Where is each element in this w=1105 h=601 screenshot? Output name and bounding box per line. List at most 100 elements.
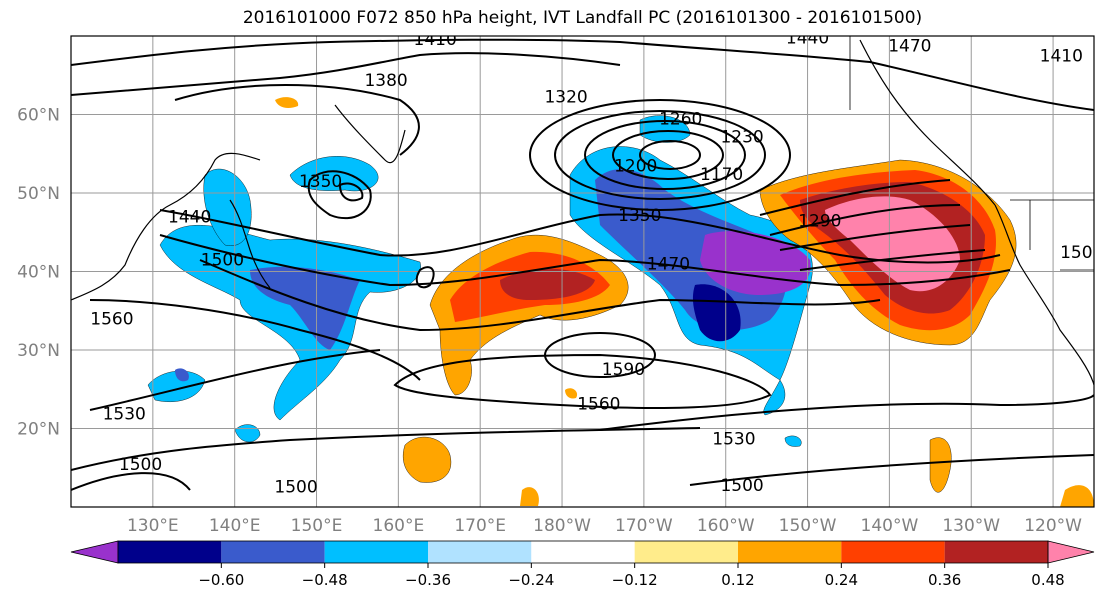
height-contour — [759, 179, 986, 271]
lon-tick-label: 130°W — [942, 516, 1000, 536]
contour-label: 1470 — [888, 36, 931, 56]
contour-label: 1350 — [299, 172, 342, 192]
height-contour — [199, 259, 881, 332]
contour-label: 1500 — [720, 476, 763, 496]
colorbar-tick-label: 0.36 — [928, 571, 961, 589]
contour-label: 1530 — [712, 430, 755, 450]
colorbar: −0.60 −0.48 −0.36 −0.24 −0.12 0.12 0.24 0.36 0.4… — [70, 540, 1095, 589]
contour-label: 1500 — [1060, 243, 1103, 263]
contour-label: 1380 — [364, 71, 407, 91]
colorbar-frame — [117, 540, 1049, 564]
lat-tick-label: 50°N — [17, 184, 60, 204]
contour-label: 1260 — [659, 109, 702, 129]
lon-tick-label: 160°E — [373, 516, 425, 536]
contour-label: 1590 — [602, 360, 645, 380]
colorbar-segment — [428, 541, 532, 563]
lon-tick-label: 170°E — [454, 516, 506, 536]
ivt-positive-region — [500, 268, 595, 300]
height-contour — [89, 299, 421, 381]
lon-tick-label: 120°W — [1024, 516, 1082, 536]
lon-tick-label: 150°E — [291, 516, 343, 536]
colorbar-tick-label: −0.36 — [405, 571, 451, 589]
height-contour — [338, 182, 364, 202]
colorbar-segment — [841, 541, 945, 563]
ivt-negative-region — [147, 370, 206, 402]
colorbar-segment — [221, 541, 325, 563]
contour-label: 1470 — [647, 255, 690, 275]
contour-label: 1560 — [90, 310, 133, 330]
colorbar-extend-high — [1047, 540, 1095, 564]
coastline-asia — [71, 152, 261, 301]
height-contour — [415, 266, 435, 289]
lon-tick-label: 150°W — [779, 516, 837, 536]
coastline-kamchatka — [334, 104, 406, 164]
coastline-japan — [229, 199, 271, 289]
contour-label: 1320 — [544, 87, 587, 107]
height-contours — [71, 38, 1094, 491]
contour-label: 1500 — [201, 251, 244, 271]
contour-label: 1200 — [614, 157, 657, 177]
contour-label: 1350 — [618, 206, 661, 226]
map-title: 2016101000 F072 850 hPa height, IVT Land… — [242, 8, 923, 28]
colorbar-segment — [944, 541, 1048, 563]
contour-label: 1230 — [720, 127, 763, 147]
colorbar-tick-label: −0.12 — [612, 571, 658, 589]
height-contour — [71, 427, 701, 471]
colorbar-tick-label: 0.12 — [721, 571, 754, 589]
height-contour — [393, 353, 772, 409]
contour-label: 1560 — [577, 394, 620, 414]
lon-tick-label: 140°W — [861, 516, 919, 536]
lat-axis: 20°N 30°N 40°N 50°N 60°N — [17, 106, 60, 440]
ivt-positive-region — [825, 196, 960, 292]
ivt-negative-region — [784, 435, 802, 447]
contour-label: 1440 — [786, 29, 829, 49]
ivt-positive-region — [402, 436, 452, 483]
coastlines — [71, 36, 1094, 386]
height-contour — [89, 349, 1094, 431]
ivt-positive-region — [929, 437, 952, 493]
height-contour — [159, 234, 1011, 287]
contour-label: 1500 — [274, 478, 317, 498]
border-lines — [849, 36, 1094, 271]
colorbar-tick-label: 0.24 — [825, 571, 858, 589]
lon-axis: 130°E 140°E 150°E 160°E 170°E 180°W 170°W 160°W… — [127, 516, 1082, 536]
lon-tick-label: 140°E — [209, 516, 261, 536]
ivt-positive-region — [1060, 485, 1094, 507]
lat-tick-label: 30°N — [17, 341, 60, 361]
ivt-positive-region — [520, 487, 539, 506]
colorbar-segment — [738, 541, 842, 563]
height-contour — [174, 84, 420, 156]
colorbar-segment — [118, 541, 222, 563]
height-contour — [639, 140, 701, 170]
height-contour — [529, 99, 791, 211]
lat-tick-label: 40°N — [17, 263, 60, 283]
contour-label: 1410 — [414, 30, 457, 50]
colorbar-segment — [634, 541, 738, 563]
coastline-alaska — [859, 39, 996, 206]
lon-tick-label: 180°W — [533, 516, 591, 536]
ivt-negative-region — [159, 224, 421, 421]
contour-labels: 1410 1440 1470 1410 1380 1320 1260 1230 1200 1170… — [90, 29, 1103, 498]
contour-label: 1530 — [103, 405, 146, 425]
lat-tick-label: 60°N — [17, 106, 60, 126]
lon-tick-label: 130°E — [127, 516, 179, 536]
colorbar-tick-label: 0.48 — [1031, 571, 1064, 589]
ivt-negative-region — [175, 368, 189, 382]
lon-tick-label: 160°W — [697, 516, 755, 536]
colorbar-tick-label: −0.48 — [302, 571, 348, 589]
height-contour — [584, 120, 746, 190]
height-contour — [71, 454, 1094, 491]
ivt-positive-region — [565, 388, 578, 399]
contour-label: 1170 — [700, 165, 743, 185]
ivt-negative-region — [250, 266, 360, 350]
map-plot-area: 1410 1440 1470 1410 1380 1320 1260 1230 1200 1170… — [71, 29, 1103, 507]
height-contour — [307, 170, 372, 220]
height-contour — [71, 52, 621, 96]
contour-label: 1500 — [119, 455, 162, 475]
ivt-negative-region — [289, 156, 379, 192]
ivt-negative-region — [692, 284, 741, 342]
height-contour — [554, 110, 766, 200]
colorbar-tick-label: −0.24 — [508, 571, 554, 589]
ivt-negative-region — [234, 424, 261, 443]
